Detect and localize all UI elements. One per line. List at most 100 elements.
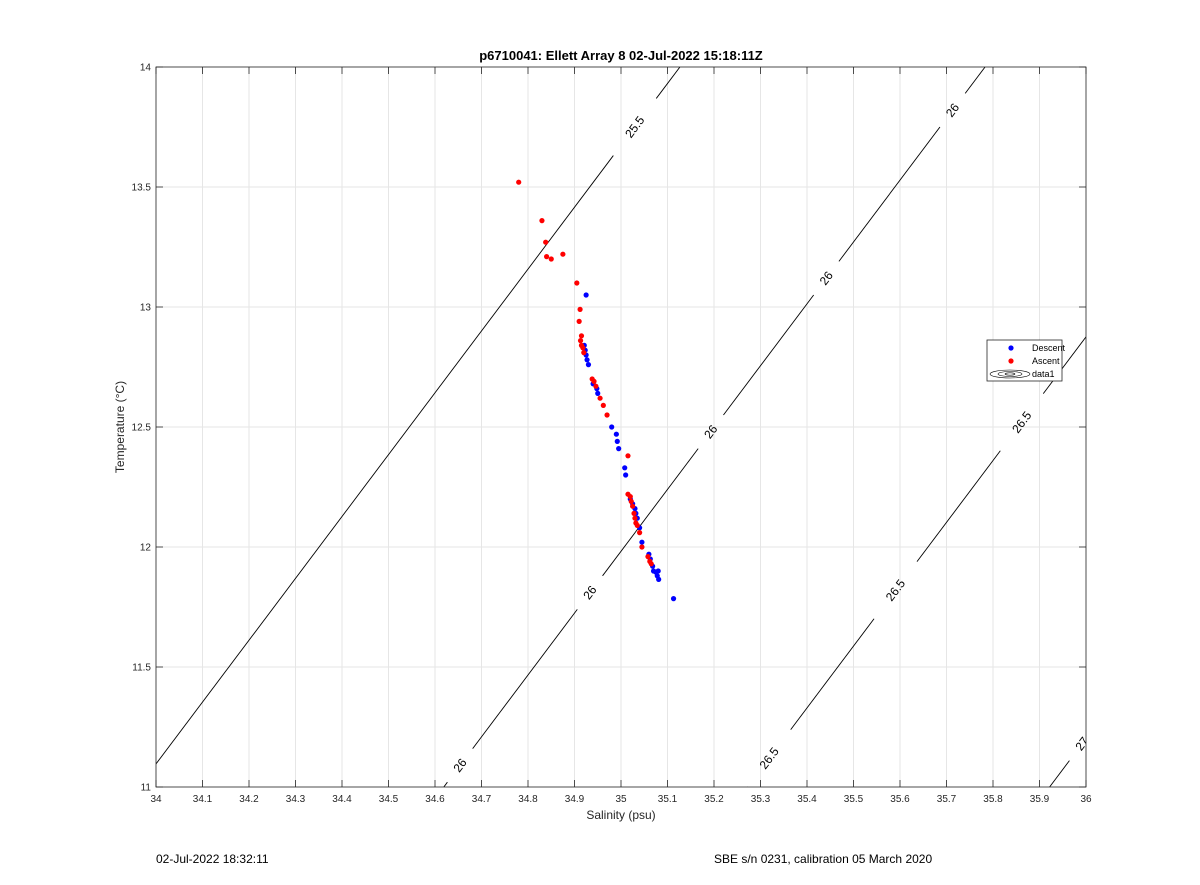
ascent-point bbox=[637, 530, 643, 536]
descent-point bbox=[656, 576, 662, 583]
descent-point bbox=[613, 431, 619, 437]
legend-marker-contour bbox=[989, 369, 1031, 379]
descent-point bbox=[655, 568, 661, 574]
ascent-point bbox=[548, 256, 554, 262]
isopycnal-line-26 bbox=[602, 448, 699, 577]
y-tick-label: 14 bbox=[140, 63, 152, 74]
ascent-point bbox=[580, 345, 586, 351]
x-tick-label: 35.2 bbox=[704, 794, 724, 805]
ascent-point bbox=[577, 306, 583, 312]
x-tick-label: 35.5 bbox=[844, 794, 864, 805]
descent-point bbox=[595, 390, 601, 396]
ascent-point bbox=[591, 378, 597, 384]
y-tick-label: 12 bbox=[140, 543, 152, 554]
x-tick-label: 35.4 bbox=[797, 794, 817, 805]
contour-label: 26 bbox=[701, 422, 720, 441]
ascent-point bbox=[578, 333, 585, 339]
isopycnal-line-26 bbox=[964, 67, 986, 94]
ascent-point bbox=[593, 383, 599, 389]
ascent-point bbox=[639, 544, 645, 550]
x-tick-label: 34.1 bbox=[193, 794, 213, 805]
x-tick-label: 34.3 bbox=[286, 794, 306, 805]
isopycnal-line-26 bbox=[838, 126, 941, 262]
descent-point bbox=[616, 446, 622, 452]
contour-label: 26 bbox=[817, 268, 836, 287]
ascent-point bbox=[634, 522, 640, 529]
contour-label: 27 bbox=[1072, 734, 1091, 753]
y-tick-label: 13 bbox=[140, 303, 152, 314]
chart-title: p6710041: Ellett Array 8 02-Jul-2022 15:… bbox=[479, 48, 763, 63]
isopycnal-line-25-5 bbox=[156, 155, 614, 765]
isopycnal-line-26 bbox=[723, 294, 815, 416]
descent-point bbox=[585, 362, 592, 368]
x-tick-label: 35.3 bbox=[751, 794, 771, 805]
isopycnal-line-26-5 bbox=[916, 450, 1001, 562]
ascent-point bbox=[604, 412, 610, 418]
contour-label: 26.5 bbox=[883, 576, 908, 603]
x-tick-label: 35.1 bbox=[658, 794, 678, 805]
descent-point bbox=[639, 539, 645, 545]
x-tick-label: 34.2 bbox=[239, 794, 259, 805]
footer-timestamp: 02-Jul-2022 18:32:11 bbox=[156, 852, 269, 866]
footer-calibration: SBE s/n 0231, calibration 05 March 2020 bbox=[714, 852, 933, 866]
isopycnal-line-27 bbox=[1095, 593, 1196, 727]
ascent-point bbox=[648, 561, 654, 567]
x-tick-label: 35.9 bbox=[1030, 794, 1050, 805]
x-tick-label: 34.7 bbox=[472, 794, 492, 805]
x-tick-label: 35.7 bbox=[937, 794, 957, 805]
grid bbox=[155, 66, 1087, 788]
ascent-point bbox=[544, 254, 550, 260]
y-tick-label: 11 bbox=[141, 783, 152, 794]
x-tick-label: 34.5 bbox=[379, 794, 399, 805]
ascent-point bbox=[597, 395, 603, 401]
series-ascent bbox=[516, 179, 654, 567]
descent-point bbox=[614, 438, 620, 444]
axis-ticks: 34 34.1 34.2 34.3 34.4 34.5 34.6 34.7 34.8 34.9 35… bbox=[132, 63, 1092, 806]
ascent-point bbox=[600, 402, 606, 408]
y-tick-label: 12.5 bbox=[132, 423, 152, 434]
x-tick-label: 35.8 bbox=[983, 794, 1003, 805]
descent-point bbox=[583, 292, 589, 298]
contour-label: 25.5 bbox=[622, 113, 647, 140]
legend-label-data1: data1 bbox=[1032, 369, 1055, 379]
contour-label: 26 bbox=[580, 583, 599, 602]
x-tick-label: 34.4 bbox=[332, 794, 352, 805]
legend-label-descent: Descent bbox=[1032, 343, 1066, 353]
legend-label-ascent: Ascent bbox=[1032, 356, 1060, 366]
legend: Descent Ascent data1 bbox=[986, 339, 1066, 382]
series-descent bbox=[581, 292, 677, 602]
x-tick-label: 36 bbox=[1080, 794, 1092, 805]
x-tick-label: 34 bbox=[150, 794, 162, 805]
descent-point bbox=[623, 472, 629, 478]
ascent-point bbox=[632, 515, 638, 521]
ascent-point bbox=[625, 453, 631, 459]
descent-point bbox=[584, 357, 590, 363]
y-axis-label: Temperature (°C) bbox=[113, 381, 127, 473]
descent-point bbox=[622, 465, 628, 471]
legend-marker-ascent bbox=[1008, 358, 1014, 364]
ascent-point bbox=[560, 251, 566, 257]
x-axis-label: Salinity (psu) bbox=[586, 808, 655, 822]
ascent-point bbox=[516, 179, 522, 185]
contour-label: 26.5 bbox=[1009, 408, 1034, 435]
ascent-point bbox=[581, 350, 587, 356]
ascent-point bbox=[628, 498, 634, 504]
ascent-point bbox=[631, 510, 637, 516]
descent-point bbox=[609, 424, 615, 430]
isopycnal-line-26 bbox=[443, 781, 448, 787]
isopycnal-line-25-5 bbox=[655, 67, 681, 99]
x-tick-label: 35.6 bbox=[890, 794, 910, 805]
isopycnal-line-26 bbox=[472, 609, 578, 749]
contour-label: 26 bbox=[450, 756, 469, 775]
legend-box bbox=[986, 339, 1063, 382]
x-tick-label: 34.9 bbox=[565, 794, 585, 805]
x-tick-label: 34.6 bbox=[425, 794, 445, 805]
x-tick-label: 34.8 bbox=[518, 794, 538, 805]
x-tick-label: 35 bbox=[615, 794, 627, 805]
ascent-point bbox=[577, 338, 584, 344]
isopycnal-line-27 bbox=[1049, 760, 1070, 787]
isopycnal-line-26-5 bbox=[1161, 139, 1200, 238]
contour-label: 26 bbox=[943, 100, 962, 119]
data-points bbox=[516, 179, 677, 602]
